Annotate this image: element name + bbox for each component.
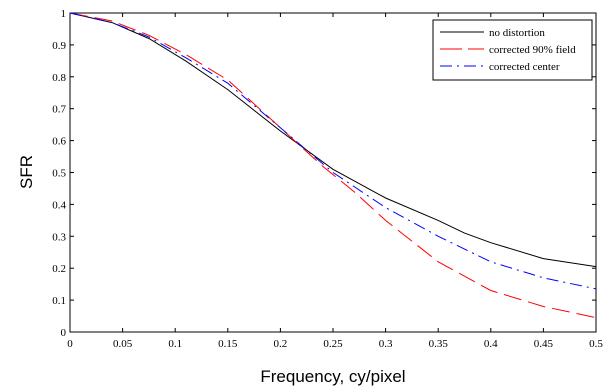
- y-tick-label: 0.2: [52, 263, 66, 275]
- legend-label: corrected 90% field: [489, 44, 576, 56]
- legend: no distortion corrected 90% field correcte…: [432, 19, 593, 81]
- x-tick-label: 0.1: [168, 338, 182, 350]
- x-axis-ticks: 0 0.05 0.1 0.15 0.2 0.25 0.3 0.35 0.4 0.45 0.5: [67, 13, 603, 350]
- x-tick-label: 0.4: [484, 338, 498, 350]
- x-tick-label: 0.05: [113, 338, 133, 350]
- y-tick-label: 0.1: [52, 295, 66, 307]
- x-tick-label: 0.5: [589, 338, 603, 350]
- y-tick-label: 0.3: [52, 231, 66, 243]
- y-tick-label: 1: [61, 8, 67, 20]
- x-tick-label: 0.2: [274, 338, 288, 350]
- y-tick-label: 0.6: [52, 136, 66, 148]
- y-tick-label: 0: [61, 327, 67, 339]
- series-layer: [69, 12, 597, 319]
- legend-label: corrected center: [489, 61, 560, 73]
- legend-box: [432, 19, 593, 81]
- x-tick-label: 0.15: [218, 338, 238, 350]
- y-tick-label: 0.5: [52, 168, 66, 180]
- y-tick-label: 0.9: [52, 40, 66, 52]
- x-tick-label: 0.25: [323, 338, 343, 350]
- y-axis-ticks: 0 0.1 0.2 0.3 0.4 0.5 0.6 0.7 0.8 0.9 1: [52, 8, 596, 339]
- x-tick-label: 0.35: [429, 338, 449, 350]
- series-line-no-distortion: [69, 12, 597, 268]
- x-axis-label: Frequency, cy/pixel: [260, 367, 405, 386]
- legend-label: no distortion: [489, 27, 545, 39]
- x-tick-label: 0.3: [379, 338, 393, 350]
- x-tick-label: 0: [67, 338, 73, 350]
- series-line-corrected-center: [69, 12, 597, 290]
- y-axis-label: SFR: [17, 155, 36, 189]
- x-tick-label: 0.45: [534, 338, 554, 350]
- y-tick-label: 0.7: [52, 104, 66, 116]
- series-line-corrected-90-field: [69, 12, 597, 319]
- y-tick-label: 0.4: [52, 199, 66, 211]
- y-tick-label: 0.8: [52, 72, 66, 84]
